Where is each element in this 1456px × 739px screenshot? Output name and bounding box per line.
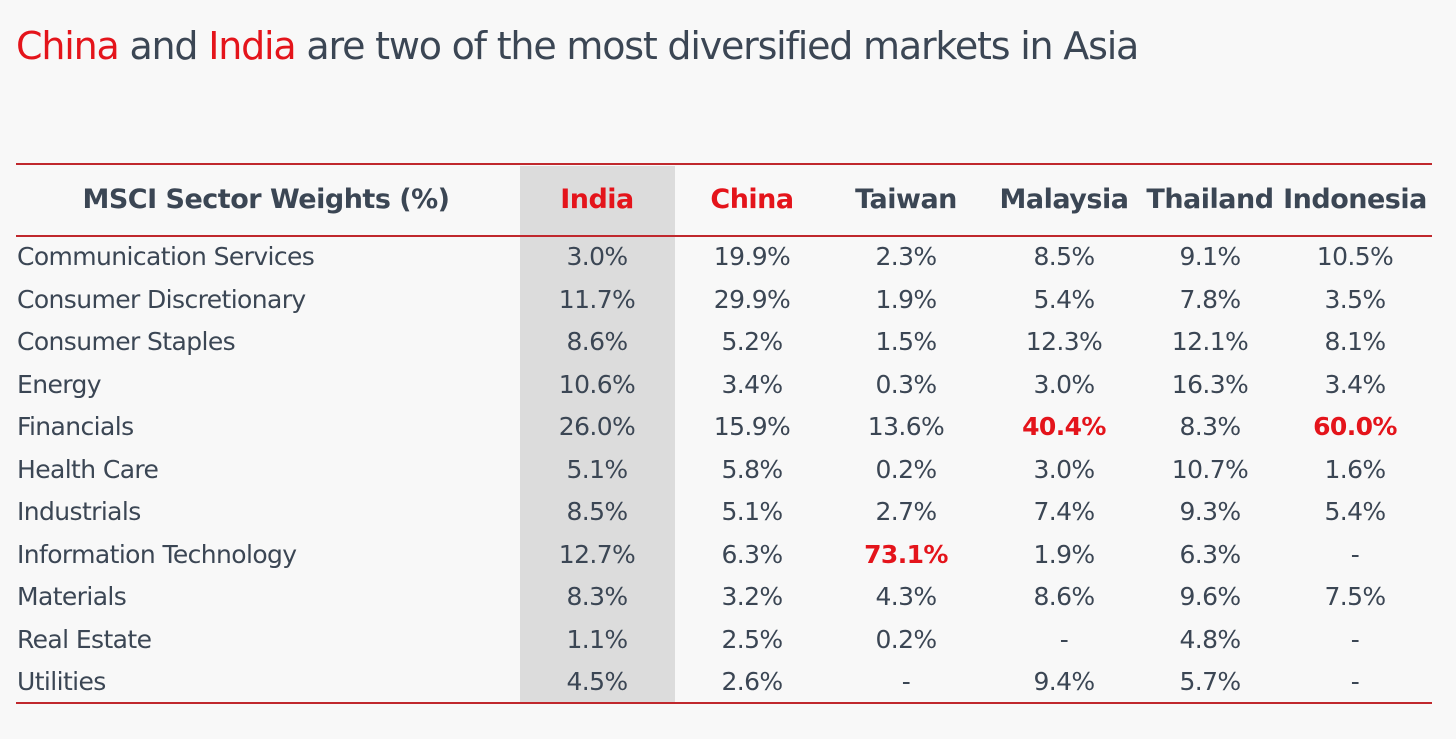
table-cell: 4.5%: [566, 667, 628, 696]
column-header-taiwan: Taiwan: [855, 184, 957, 215]
column-header-malaysia: Malaysia: [999, 184, 1129, 215]
table-cell: 7.8%: [1179, 284, 1241, 314]
table-cell: 0.2%: [875, 454, 937, 484]
table-cell: 2.5%: [721, 624, 783, 654]
table-cell: 2.3%: [875, 242, 937, 271]
column-header-indonesia: Indonesia: [1283, 184, 1427, 215]
table-cell: -: [1350, 539, 1360, 569]
table-cell: 4.3%: [875, 582, 937, 611]
table-cell: -: [1350, 667, 1360, 696]
table-cell: 5.1%: [721, 497, 783, 526]
table-cell: 7.5%: [1324, 582, 1386, 611]
row-label: Materials: [17, 582, 127, 611]
row-label: Communication Services: [17, 242, 315, 271]
table-cell: 3.0%: [1033, 454, 1095, 484]
table-bottom-rule: [16, 702, 1432, 704]
table-cell: 13.6%: [867, 412, 945, 441]
table-cell: 3.4%: [721, 369, 783, 399]
table-cell: 2.6%: [721, 667, 783, 696]
table-cell: 0.3%: [875, 369, 937, 399]
table-cell: 6.3%: [1179, 539, 1241, 569]
table-cell: 26.0%: [558, 412, 636, 441]
table-cell: 10.7%: [1171, 454, 1249, 484]
header-label: MSCI Sector Weights (%): [82, 184, 450, 215]
table-cell: 16.3%: [1171, 369, 1249, 399]
table-cell: 15.9%: [713, 412, 791, 441]
table-cell: 9.3%: [1179, 497, 1241, 526]
row-label: Health Care: [17, 454, 159, 484]
table-cell: 8.5%: [566, 497, 628, 526]
table-cell: 11.7%: [558, 284, 636, 314]
table-cell: 3.0%: [566, 242, 628, 271]
table-cell: 12.3%: [1025, 327, 1103, 356]
title-accent-china: China: [16, 24, 120, 68]
table-cell: 1.6%: [1324, 454, 1386, 484]
table-cell: 3.2%: [721, 582, 783, 611]
table-cell: 1.9%: [1033, 539, 1095, 569]
table-cell: 8.3%: [1179, 412, 1241, 441]
table-cell: 8.5%: [1033, 242, 1095, 271]
title-accent-india: India: [208, 24, 296, 68]
row-label: Utilities: [17, 667, 106, 696]
table-cell: 3.0%: [1033, 369, 1095, 399]
table-cell: 8.6%: [566, 327, 628, 356]
table-cell: 8.3%: [566, 582, 628, 611]
table-cell: 5.4%: [1324, 497, 1386, 526]
table-cell: 1.5%: [875, 327, 937, 356]
table-cell: 60.0%: [1313, 412, 1397, 441]
table-top-rule: [16, 163, 1432, 165]
table-cell: 3.4%: [1324, 369, 1386, 399]
column-header-india: India: [560, 184, 634, 215]
chart-title: China and India are two of the most dive…: [16, 20, 1139, 72]
table-cell: 5.1%: [566, 454, 628, 484]
table-cell: 6.3%: [721, 539, 783, 569]
title-and: and: [129, 24, 198, 68]
table-cell: 9.1%: [1179, 242, 1241, 271]
column-header-china: China: [710, 184, 794, 215]
table-cell: 8.6%: [1033, 582, 1095, 611]
row-label: Information Technology: [17, 539, 297, 569]
table-cell: 1.9%: [875, 284, 937, 314]
column-header-thailand: Thailand: [1146, 184, 1274, 215]
table-cell: 0.2%: [875, 624, 937, 654]
title-rest: are two of the most diversified markets …: [306, 24, 1139, 68]
table-cell: 5.8%: [721, 454, 783, 484]
table-cell: 1.1%: [566, 624, 628, 654]
table-cell: 19.9%: [713, 242, 791, 271]
table-header-rule: [16, 235, 1432, 237]
table-cell: 9.6%: [1179, 582, 1241, 611]
row-label: Consumer Staples: [17, 327, 236, 356]
table-cell: 3.5%: [1324, 284, 1386, 314]
table-cell: 12.1%: [1171, 327, 1249, 356]
table-cell: 5.7%: [1179, 667, 1241, 696]
table-cell: 40.4%: [1022, 412, 1106, 441]
table-cell: -: [1059, 624, 1069, 654]
table-cell: 8.1%: [1324, 327, 1386, 356]
table-cell: 5.2%: [721, 327, 783, 356]
india-column-highlight: [520, 166, 675, 702]
table-cell: 12.7%: [558, 539, 636, 569]
table-cell: 9.4%: [1033, 667, 1095, 696]
table-cell: 10.5%: [1316, 242, 1394, 271]
table-cell: 29.9%: [713, 284, 791, 314]
table-cell: 10.6%: [558, 369, 636, 399]
row-label: Consumer Discretionary: [17, 284, 306, 314]
table-cell: 73.1%: [864, 539, 948, 569]
row-label: Financials: [17, 412, 134, 441]
table-cell: -: [1350, 624, 1360, 654]
table-cell: 5.4%: [1033, 284, 1095, 314]
table-cell: -: [901, 667, 911, 696]
table-cell: 7.4%: [1033, 497, 1095, 526]
table-cell: 2.7%: [875, 497, 937, 526]
row-label: Industrials: [17, 497, 141, 526]
row-label: Real Estate: [17, 624, 152, 654]
row-label: Energy: [17, 369, 102, 399]
table-cell: 4.8%: [1179, 624, 1241, 654]
